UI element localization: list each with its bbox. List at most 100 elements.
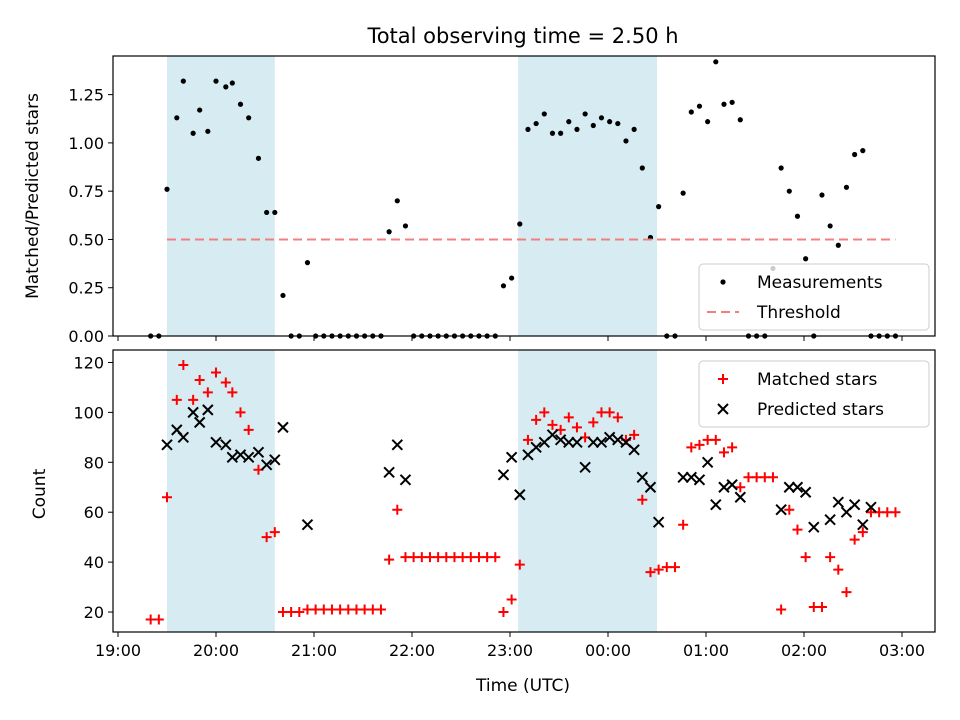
data-point <box>223 84 229 90</box>
x-tick-label: 19:00 <box>95 641 141 660</box>
data-point <box>301 518 314 531</box>
bottom-panel: 20 40 60 80 100 120 19:00 20:00 21:00 22:00 23:00 0… <box>73 349 936 660</box>
data-point <box>656 204 662 210</box>
data-point <box>392 504 403 515</box>
y-tick-label: 0.00 <box>68 327 104 346</box>
data-point <box>841 587 852 598</box>
y-tick-label: 120 <box>73 353 104 372</box>
data-point <box>694 439 705 450</box>
data-point <box>194 374 205 385</box>
data-point <box>269 454 281 466</box>
data-point <box>582 111 588 117</box>
data-point <box>530 441 542 454</box>
legend-label: Measurements <box>757 273 883 293</box>
x-tick-label: 22:00 <box>389 641 435 660</box>
x-tick-label: 03:00 <box>879 641 925 660</box>
data-point <box>211 367 221 378</box>
data-point <box>563 412 574 423</box>
y-tick-label: 60 <box>84 503 104 522</box>
data-point <box>693 474 706 486</box>
data-point <box>778 165 784 171</box>
data-point <box>304 260 311 266</box>
data-point <box>202 387 213 398</box>
data-point <box>827 223 833 229</box>
legend <box>698 360 930 428</box>
data-point <box>612 434 624 446</box>
data-point <box>264 209 270 216</box>
data-point <box>865 501 877 513</box>
y-tick-label: 1.25 <box>68 86 104 105</box>
data-point <box>260 459 273 471</box>
data-point <box>843 184 850 190</box>
data-point <box>500 283 507 289</box>
data-point <box>636 471 649 483</box>
data-point <box>229 80 235 86</box>
data-point <box>517 221 523 227</box>
data-point <box>177 431 190 444</box>
data-point <box>860 148 866 154</box>
data-point <box>833 564 844 575</box>
data-point <box>294 607 305 618</box>
data-point <box>615 120 621 127</box>
data-point <box>799 486 812 498</box>
x-tick-label: 21:00 <box>291 641 337 660</box>
data-point <box>188 394 199 405</box>
data-point <box>734 491 747 503</box>
top-y-axis-label: Matched/Predicted stars <box>23 93 43 299</box>
data-point <box>587 436 600 449</box>
y-tick-label: 0.25 <box>68 279 104 298</box>
data-point <box>252 446 265 459</box>
data-point <box>705 119 711 125</box>
data-point <box>255 155 262 161</box>
data-point <box>803 256 809 262</box>
data-point <box>180 78 186 84</box>
data-point <box>696 103 703 109</box>
observing-interval <box>167 56 275 336</box>
data-point <box>197 107 203 113</box>
data-point <box>710 499 722 511</box>
data-point <box>579 461 591 473</box>
data-point <box>243 424 254 435</box>
data-point <box>848 499 861 511</box>
legend-label: Threshold <box>756 303 841 323</box>
data-point <box>205 128 211 134</box>
data-point <box>571 436 583 449</box>
data-point <box>525 126 531 132</box>
y-tick-label: 80 <box>84 453 104 472</box>
observing-interval <box>518 56 657 336</box>
data-point <box>506 594 517 605</box>
data-point <box>849 534 860 545</box>
data-point <box>678 519 689 530</box>
data-point <box>776 604 787 615</box>
data-point <box>604 407 615 418</box>
data-point <box>628 444 640 456</box>
data-point <box>546 429 559 441</box>
legend-label: Matched stars <box>757 370 877 390</box>
y-tick-label: 20 <box>84 603 104 622</box>
data-point <box>210 436 222 449</box>
data-point <box>775 504 787 516</box>
data-point <box>713 59 719 65</box>
data-point <box>384 554 395 565</box>
data-point <box>213 78 219 84</box>
data-point <box>497 469 510 481</box>
x-tick-label: 01:00 <box>683 641 729 660</box>
legend-marker <box>717 403 729 415</box>
data-point <box>639 165 645 171</box>
data-point <box>220 377 231 388</box>
data-point <box>383 466 395 478</box>
top-panel: 0.00 0.25 0.50 0.75 1.00 1.25 Measurements Thre… <box>68 55 936 346</box>
y-tick-label: 1.00 <box>68 134 104 153</box>
data-point <box>193 416 206 429</box>
data-point <box>786 188 792 194</box>
data-point <box>375 604 386 615</box>
data-point <box>727 442 738 453</box>
data-point <box>202 404 214 416</box>
data-point <box>718 481 730 493</box>
data-point <box>490 552 501 563</box>
data-point <box>549 130 556 136</box>
data-point <box>190 130 196 136</box>
data-point <box>653 564 664 575</box>
data-point <box>227 387 238 398</box>
data-point <box>399 474 412 486</box>
